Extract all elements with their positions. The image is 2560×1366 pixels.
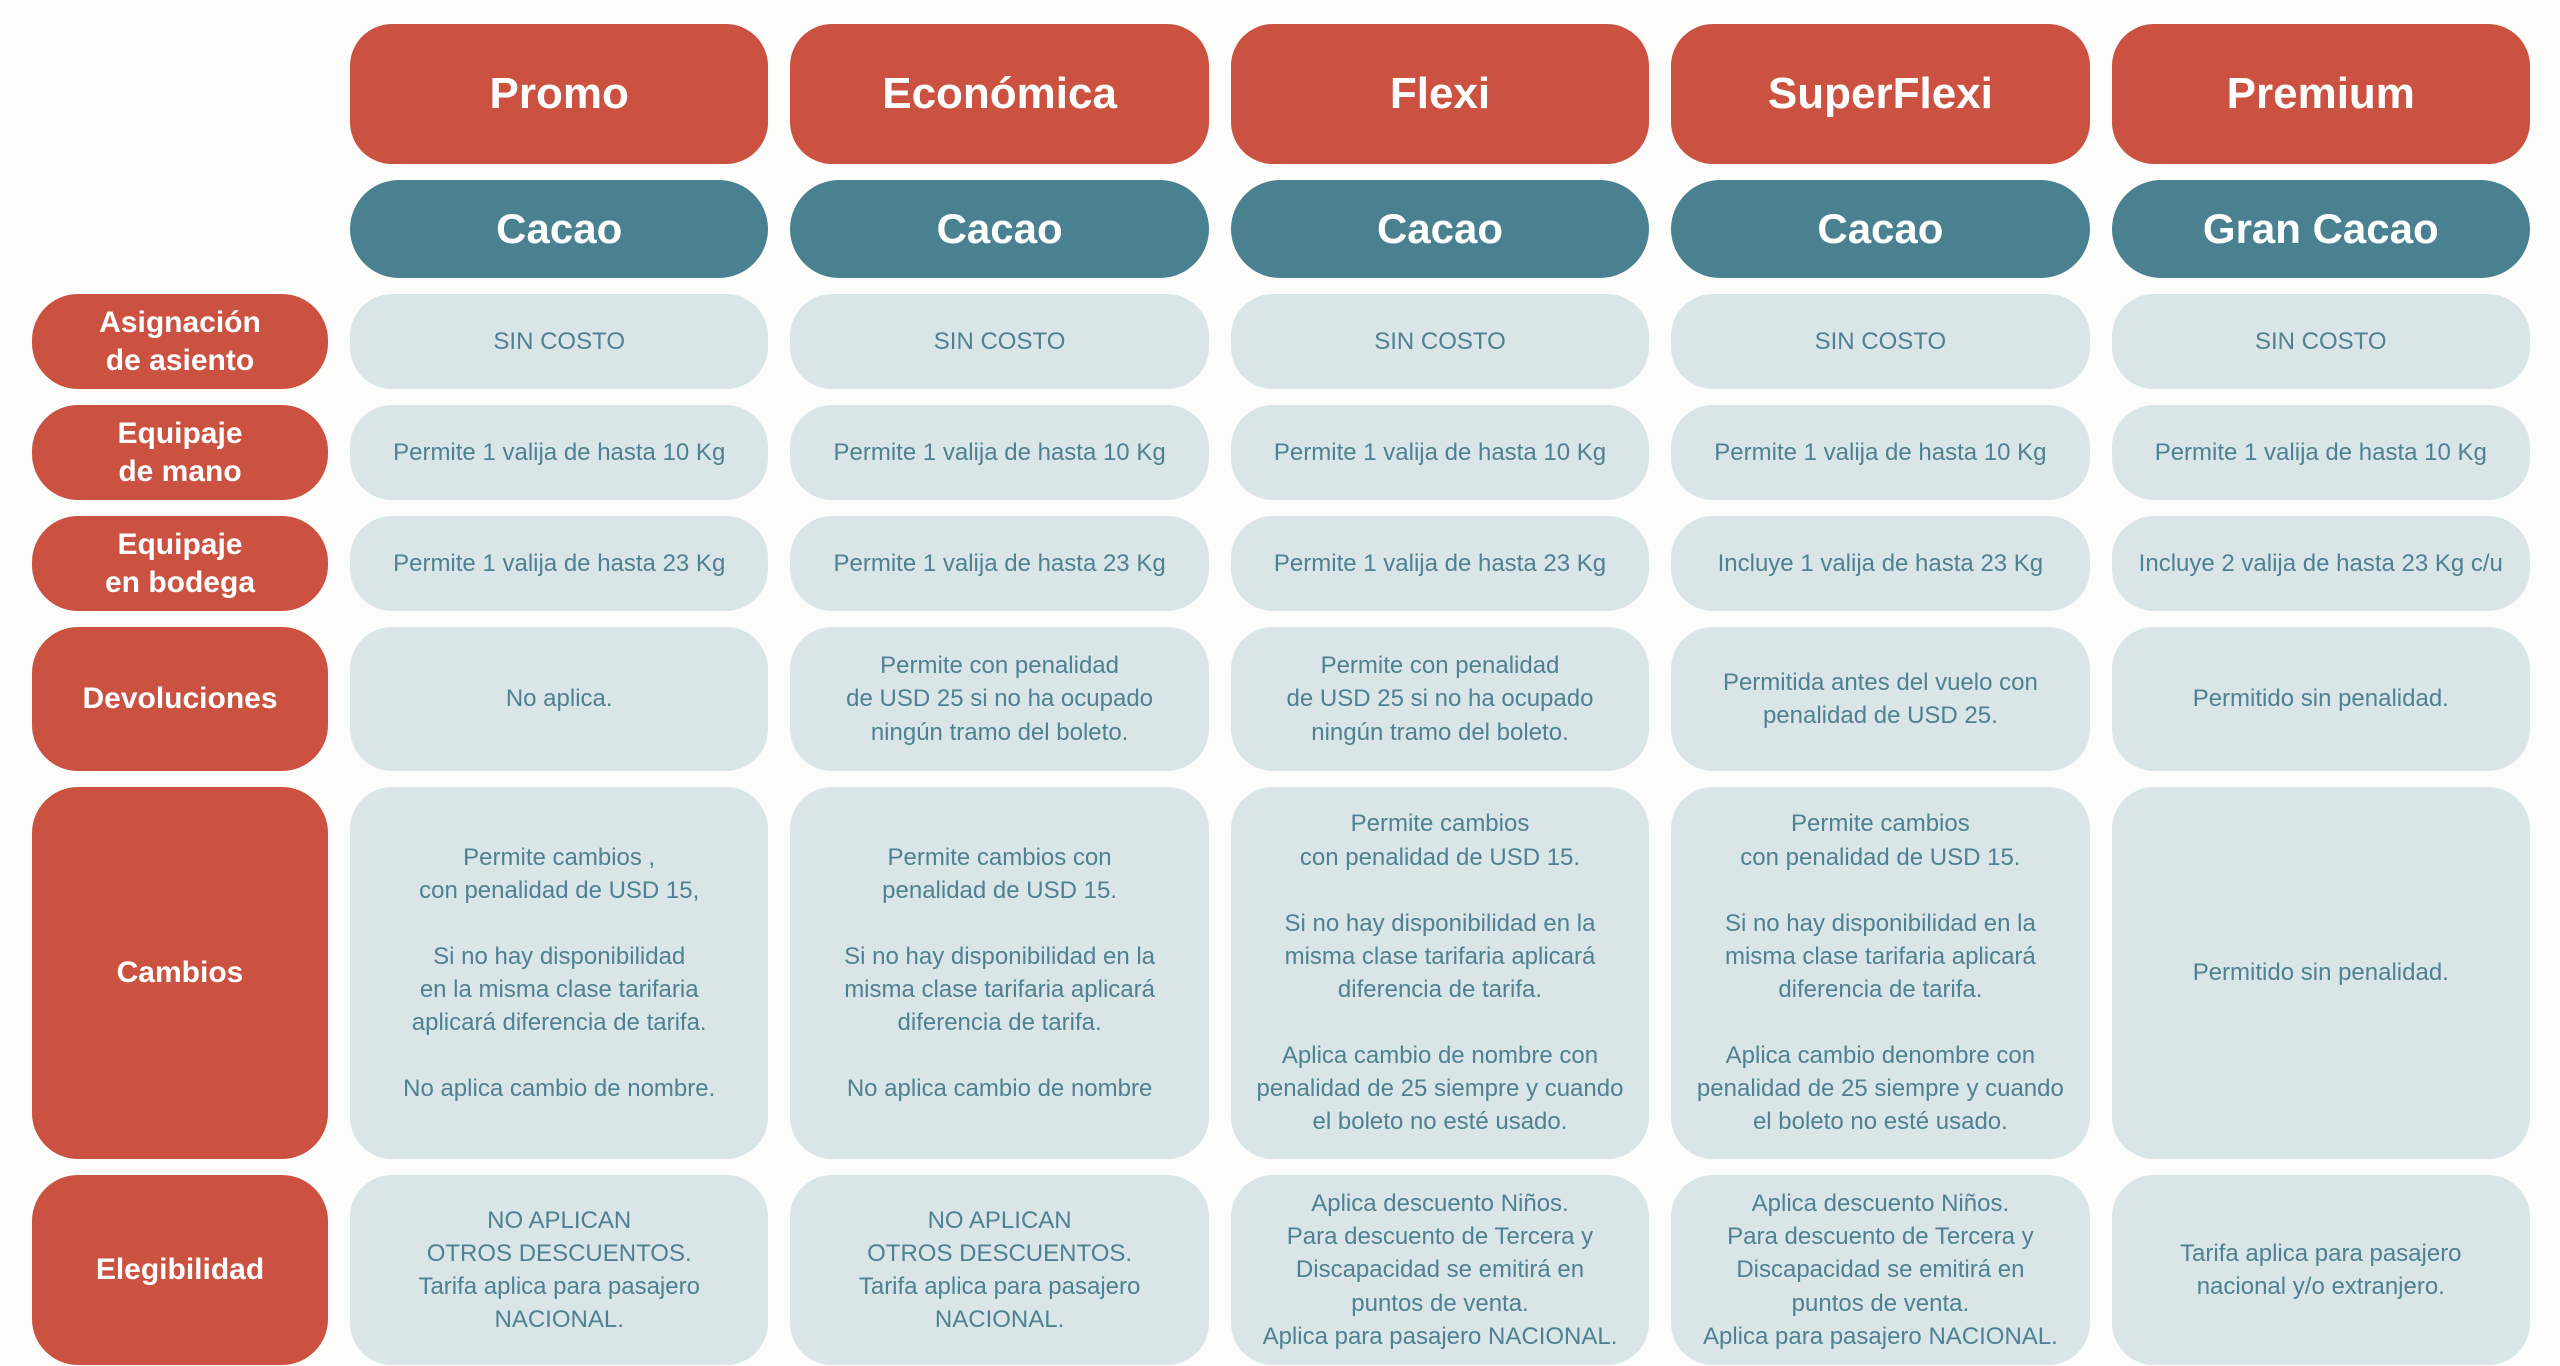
cell-elegibilidad-flexi: Aplica descuento Niños. Para descuento d… [1230,1175,1650,1365]
cell-cambios-superflexi: Permite cambios con penalidad de USD 15.… [1671,787,2090,1159]
cell-devoluciones-economica: Permite con penalidad de USD 25 si no ha… [790,627,1209,771]
row-label-elegibilidad: Elegibilidad [32,1175,328,1365]
cell-devoluciones-promo: No aplica. [350,627,769,771]
cell-equipaje-bodega-superflexi: Incluye 1 valija de hasta 23 Kg [1671,516,2090,611]
cell-asignacion-premium: SIN COSTO [2111,294,2530,389]
row-label-cambios: Cambios [32,787,328,1159]
cell-cambios-economica: Permite cambios con penalidad de USD 15.… [790,787,1209,1159]
cell-asignacion-economica: SIN COSTO [790,294,1209,389]
cell-equipaje-mano-flexi: Permite 1 valija de hasta 10 Kg [1230,405,1650,500]
cell-devoluciones-premium: Permitido sin penalidad. [2111,627,2530,771]
cell-elegibilidad-promo: NO APLICAN OTROS DESCUENTOS. Tarifa apli… [350,1175,769,1365]
fare-header-economica: Económica [790,24,1209,164]
cell-equipaje-bodega-promo: Permite 1 valija de hasta 23 Kg [350,516,769,611]
cell-equipaje-mano-premium: Permite 1 valija de hasta 10 Kg [2111,405,2530,500]
cell-devoluciones-superflexi: Permitida antes del vuelo con penalidad … [1671,627,2090,771]
cell-cambios-premium: Permitido sin penalidad. [2111,787,2530,1159]
fare-header-flexi: Flexi [1230,24,1650,164]
brand-pill-flexi: Cacao [1230,180,1650,278]
row-label-devoluciones: Devoluciones [32,627,328,771]
fare-header-superflexi: SuperFlexi [1671,24,2090,164]
cell-cambios-promo: Permite cambios , con penalidad de USD 1… [350,787,769,1159]
row-label-asignacion-asiento: Asignación de asiento [32,294,328,389]
cell-equipaje-bodega-economica: Permite 1 valija de hasta 23 Kg [790,516,1209,611]
corner-spacer-brands [32,180,328,278]
cell-equipaje-mano-superflexi: Permite 1 valija de hasta 10 Kg [1671,405,2090,500]
cell-elegibilidad-superflexi: Aplica descuento Niños. Para descuento d… [1671,1175,2090,1365]
fare-header-promo: Promo [350,24,769,164]
cell-equipaje-bodega-flexi: Permite 1 valija de hasta 23 Kg [1230,516,1650,611]
brand-pill-economica: Cacao [790,180,1209,278]
brand-pill-promo: Cacao [350,180,769,278]
cell-devoluciones-flexi: Permite con penalidad de USD 25 si no ha… [1230,627,1650,771]
brand-pill-premium: Gran Cacao [2111,180,2530,278]
cell-cambios-flexi: Permite cambios con penalidad de USD 15.… [1230,787,1650,1159]
cell-asignacion-promo: SIN COSTO [350,294,769,389]
corner-spacer-fares [32,24,328,164]
row-label-equipaje-mano: Equipaje de mano [32,405,328,500]
cell-equipaje-mano-economica: Permite 1 valija de hasta 10 Kg [790,405,1209,500]
cell-elegibilidad-economica: NO APLICAN OTROS DESCUENTOS. Tarifa apli… [790,1175,1209,1365]
cell-asignacion-superflexi: SIN COSTO [1671,294,2090,389]
cell-asignacion-flexi: SIN COSTO [1230,294,1650,389]
fare-header-premium: Premium [2111,24,2530,164]
cell-equipaje-mano-promo: Permite 1 valija de hasta 10 Kg [350,405,769,500]
cell-elegibilidad-premium: Tarifa aplica para pasajero nacional y/o… [2111,1175,2530,1365]
cell-equipaje-bodega-premium: Incluye 2 valija de hasta 23 Kg c/u [2111,516,2530,611]
row-label-equipaje-bodega: Equipaje en bodega [32,516,328,611]
brand-pill-superflexi: Cacao [1671,180,2090,278]
